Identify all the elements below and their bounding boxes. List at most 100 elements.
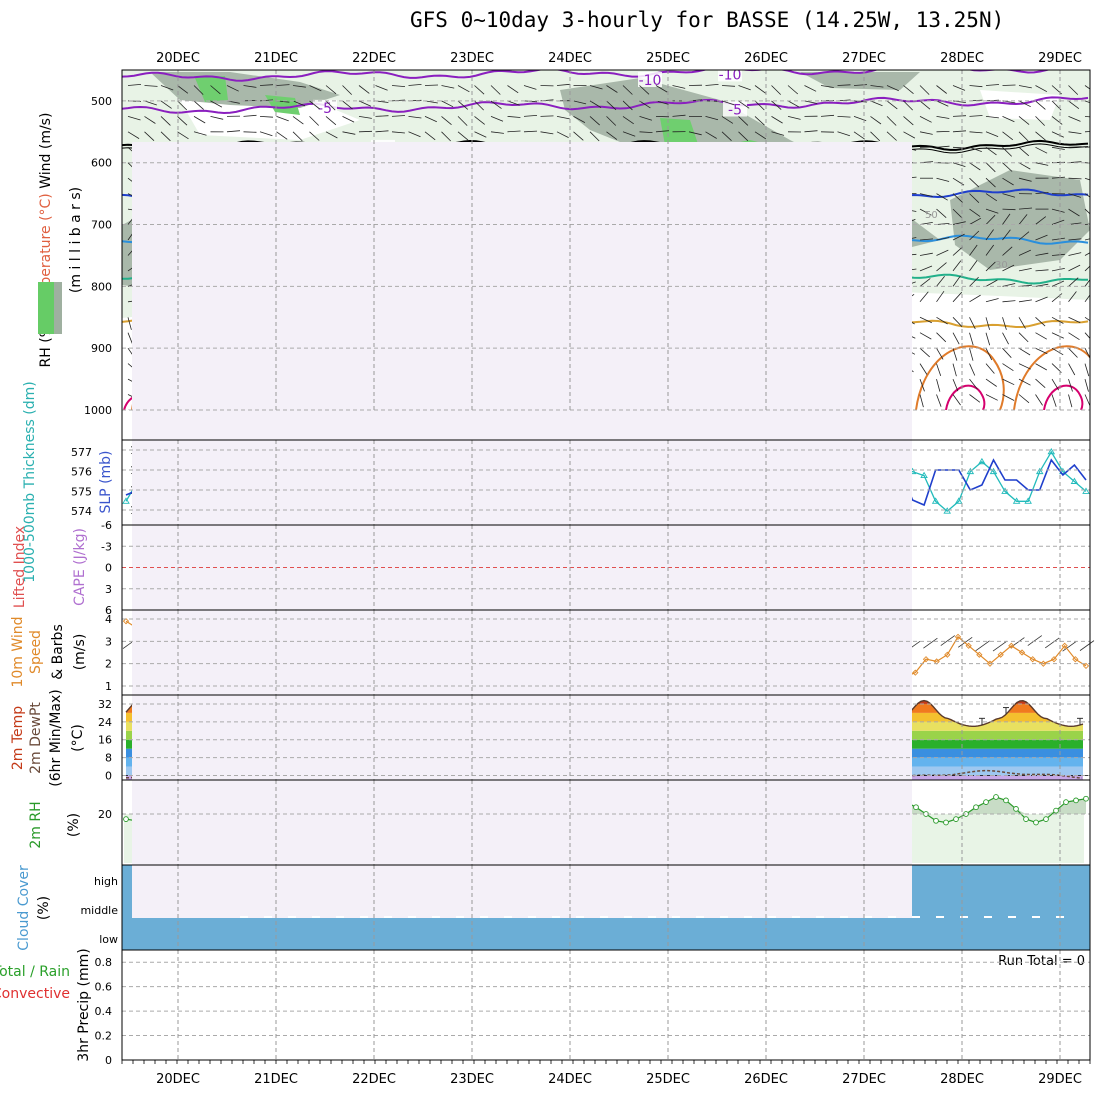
- wind-barb: [1035, 131, 1046, 141]
- rh-marker: [1073, 797, 1079, 804]
- wind-barb: [1084, 238, 1090, 241]
- wind-barb: [1068, 100, 1080, 110]
- wind-ylabel-barbs: & Barbs: [50, 624, 66, 680]
- wind-barb: [276, 131, 288, 140]
- precip-panel: 0.8 0.6 0.4 0.2 0 Run Total = 0 Total / Rain Co…: [0, 948, 1085, 1067]
- wind-barb: [1018, 249, 1031, 256]
- wind-barb: [985, 378, 997, 387]
- wind-barb: [1035, 363, 1047, 371]
- wind-barb: [1002, 264, 1015, 272]
- wind-barb: [1035, 162, 1049, 166]
- wind-barb: [985, 332, 991, 346]
- wind10m-barb: [940, 635, 956, 646]
- wind-barb: [919, 116, 932, 123]
- thickness-tick: 576: [71, 466, 92, 479]
- wind-barb: [1035, 394, 1043, 406]
- wind-barb: [754, 116, 765, 126]
- wind10m-barb: [975, 640, 990, 652]
- wind-barb: [1035, 146, 1048, 154]
- wind-barb: [952, 146, 967, 149]
- panel-frame: [121, 949, 1091, 1061]
- wind-barb: [952, 115, 967, 117]
- cloud-ylabel: Cloud Cover: [16, 865, 32, 951]
- wind-barb: [919, 265, 933, 272]
- wind-barb: [969, 217, 982, 225]
- wind-barb: [408, 116, 422, 119]
- date-label-bottom: 21DEC: [254, 1072, 298, 1087]
- wind-tick: 2: [105, 658, 112, 671]
- wind-barb: [1052, 409, 1053, 410]
- thickness-marker: [989, 467, 998, 475]
- wind-barb: [441, 100, 454, 108]
- wind-barb: [837, 84, 851, 86]
- wind-barb: [292, 131, 303, 142]
- wind-barb: [144, 100, 157, 106]
- wind-barb: [936, 262, 947, 272]
- wind-barb: [1084, 278, 1090, 287]
- wind-barb: [705, 131, 717, 139]
- wind-barb: [936, 177, 950, 182]
- wind-barb: [985, 363, 995, 374]
- wind-barb: [1084, 378, 1089, 392]
- wind-barb: [1018, 332, 1029, 343]
- wind-barb: [342, 100, 353, 110]
- wind-barb: [210, 116, 224, 120]
- cloud-low-gap: [624, 916, 632, 918]
- wind-ylabel: 10m Wind: [10, 616, 26, 687]
- wind-speed-marker: [122, 618, 130, 625]
- date-label-bottom: 26DEC: [744, 1072, 788, 1087]
- run-total: Run Total = 0: [998, 954, 1085, 969]
- cloud-low-gap: [720, 916, 728, 918]
- wind-barb: [936, 316, 948, 325]
- wind-barb: [903, 131, 916, 139]
- wind-barb: [1068, 277, 1079, 287]
- wind-barb: [441, 116, 452, 126]
- wind-barb: [457, 85, 470, 93]
- wind-barb: [952, 291, 963, 303]
- wind-barb: [193, 100, 204, 110]
- wind-barb: [985, 214, 996, 225]
- wind-barb: [490, 100, 502, 109]
- wind10m-barb: [1044, 637, 1060, 649]
- wind-speed-marker: [1082, 662, 1090, 670]
- wind-barb: [507, 116, 521, 118]
- wind-barb: [1084, 116, 1090, 118]
- wind-barb: [870, 100, 883, 107]
- wind-barb: [309, 116, 319, 126]
- wind-barb: [1084, 252, 1090, 256]
- wind-barb: [705, 84, 719, 86]
- rh-tick: 20: [98, 808, 112, 821]
- wind-barb: [969, 276, 979, 287]
- wind-barb: [1068, 378, 1073, 392]
- date-label-top: 27DEC: [842, 51, 886, 66]
- wind-barb: [1084, 162, 1090, 164]
- wind-barb: [1035, 100, 1046, 110]
- cloud-low-gap: [1032, 916, 1040, 918]
- cloud-low-gap: [264, 916, 272, 918]
- wind-barb: [1002, 300, 1016, 303]
- thickness-marker: [954, 497, 963, 504]
- wind-barb: [920, 409, 921, 410]
- wind-barb: [1002, 147, 1012, 157]
- wind-barb: [903, 116, 914, 126]
- wind-barb: [556, 131, 569, 138]
- li-tick: 6: [105, 604, 112, 617]
- wind-barb: [210, 85, 221, 95]
- wind-barb: [1035, 116, 1045, 126]
- rh-marker: [973, 804, 979, 811]
- wind-barb: [936, 116, 950, 119]
- date-label-top: 22DEC: [352, 51, 396, 66]
- wind-barb: [985, 131, 999, 137]
- rh-marker: [983, 799, 989, 805]
- cloud-low-gap: [384, 916, 392, 918]
- wind-barb: [1002, 177, 1014, 186]
- isotherm-label: -10: [719, 67, 742, 83]
- wind-barb: [474, 100, 484, 111]
- rh-marker: [993, 794, 999, 800]
- wind-barb: [160, 116, 171, 126]
- wind-barb: [738, 116, 749, 126]
- grid-lines: [122, 70, 1090, 1061]
- wind-barb: [1002, 84, 1016, 86]
- wind-barb: [408, 84, 422, 86]
- date-label-top: 21DEC: [254, 51, 298, 66]
